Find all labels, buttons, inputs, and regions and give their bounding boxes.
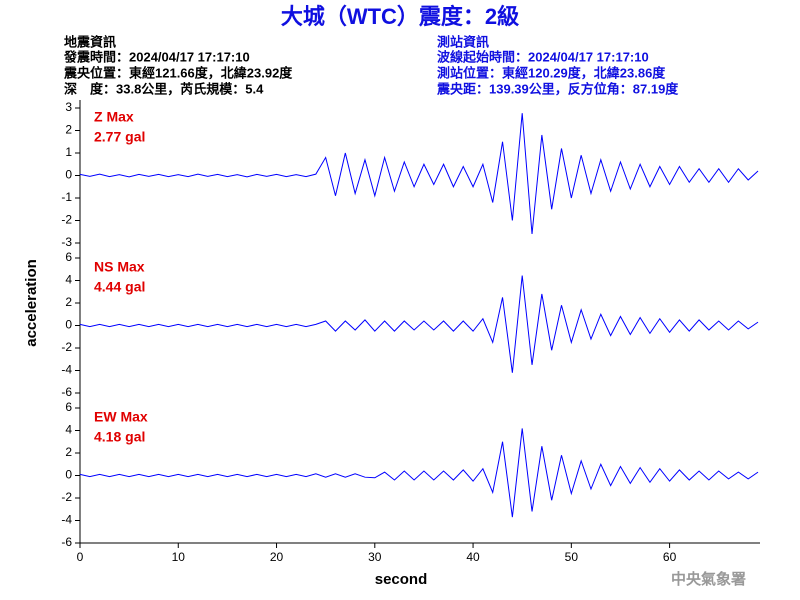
y-tick-label: 2 — [65, 123, 72, 137]
station-info: 測站資訊 — [437, 34, 489, 49]
x-tick-label: 60 — [663, 550, 677, 564]
x-tick-label: 40 — [466, 550, 480, 564]
x-tick-label: 0 — [77, 550, 84, 564]
waveform — [79, 428, 759, 518]
annotation: Z Max — [94, 109, 134, 125]
y-tick-label: 2 — [65, 295, 72, 309]
quake-info: 地震資訊 — [64, 34, 116, 49]
x-tick-label: 20 — [270, 550, 284, 564]
y-tick-label: -6 — [61, 535, 72, 549]
y-tick-label: 4 — [65, 273, 72, 287]
quake-info: 震央位置：東經121.66度，北緯23.92度 — [63, 65, 293, 80]
station-info: 測站位置：東經120.29度，北緯23.86度 — [437, 65, 666, 80]
y-tick-label: -2 — [61, 340, 72, 354]
y-tick-label: -2 — [61, 213, 72, 227]
y-tick-label: 2 — [65, 445, 72, 459]
y-tick-label: 0 — [65, 168, 72, 182]
x-axis-label: second — [375, 571, 428, 588]
annotation: 4.18 gal — [94, 429, 145, 445]
y-axis-label: acceleration — [23, 259, 40, 347]
y-tick-label: 1 — [65, 145, 72, 159]
waveform — [79, 275, 759, 373]
y-tick-label: 0 — [65, 468, 72, 482]
chart-title: 大城（WTC）震度：2級 — [281, 4, 519, 29]
x-tick-label: 50 — [565, 550, 579, 564]
y-tick-label: -1 — [61, 190, 72, 204]
y-tick-label: -3 — [61, 235, 72, 249]
waveform — [79, 113, 759, 235]
annotation: EW Max — [94, 409, 148, 425]
y-tick-label: -2 — [61, 490, 72, 504]
y-tick-label: 3 — [65, 100, 72, 114]
x-tick-label: 10 — [172, 550, 186, 564]
annotation: 4.44 gal — [94, 279, 145, 295]
station-info: 波線起始時間：2024/04/17 17:17:10 — [437, 49, 649, 64]
y-tick-label: -4 — [61, 513, 72, 527]
x-tick-label: 30 — [368, 550, 382, 564]
footer: 中央氣象署 — [671, 570, 746, 588]
quake-info: 深 度：33.8公里，芮氏規模：5.4 — [64, 81, 264, 96]
station-info: 震央距：139.39公里，反方位角：87.19度 — [436, 81, 679, 96]
annotation: NS Max — [94, 259, 145, 275]
y-tick-label: 4 — [65, 423, 72, 437]
annotation: 2.77 gal — [94, 129, 145, 145]
y-tick-label: -4 — [61, 363, 72, 377]
y-tick-label: 6 — [65, 250, 72, 264]
y-tick-label: 6 — [65, 400, 72, 414]
y-tick-label: 0 — [65, 318, 72, 332]
quake-info: 發震時間：2024/04/17 17:17:10 — [63, 49, 250, 64]
y-tick-label: -6 — [61, 385, 72, 399]
